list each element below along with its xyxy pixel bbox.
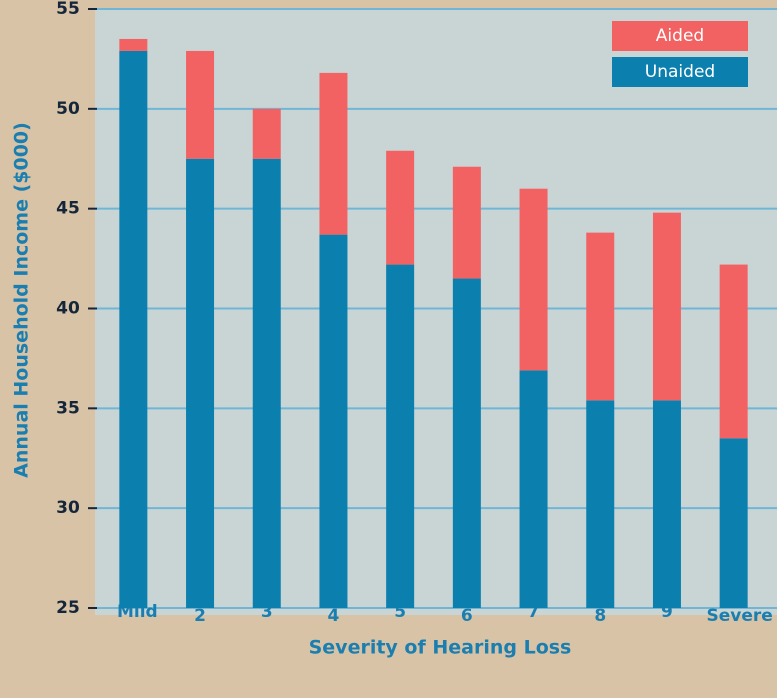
x-tick-label: 7 xyxy=(528,602,540,622)
bar-segment xyxy=(519,370,548,608)
legend-label: Aided xyxy=(656,26,704,46)
bar-segment xyxy=(386,264,415,608)
x-tick-label: 6 xyxy=(461,606,473,626)
y-tick-label: 30 xyxy=(56,498,80,518)
y-tick-label: 45 xyxy=(56,199,80,219)
bar-segment xyxy=(719,264,748,439)
bar-segment xyxy=(319,234,348,608)
bar-segment xyxy=(252,108,281,159)
bar-segment xyxy=(386,150,415,265)
y-axis-label: Annual Household Income ($000) xyxy=(11,122,33,478)
bar-segment xyxy=(652,212,681,401)
bar-segment xyxy=(319,72,348,235)
bar-segment xyxy=(519,188,548,371)
x-tick-label: 8 xyxy=(594,606,606,626)
legend-swatch xyxy=(612,21,748,51)
legend-swatch xyxy=(612,57,748,87)
bar-segment xyxy=(719,438,748,608)
x-tick-label: 3 xyxy=(261,602,273,622)
y-tick-label: 35 xyxy=(56,398,80,418)
x-tick-label: Severe xyxy=(706,606,772,626)
y-tick-label: 25 xyxy=(56,598,80,618)
bar-segment xyxy=(119,50,148,609)
y-tick-label: 55 xyxy=(56,0,80,19)
bar-segment xyxy=(452,166,481,279)
x-tick-label: 4 xyxy=(328,606,340,626)
bar-segment xyxy=(452,278,481,608)
x-tick-label: 5 xyxy=(394,602,406,622)
x-axis-label: Severity of Hearing Loss xyxy=(309,637,572,659)
bar-segment xyxy=(186,50,215,159)
bar-segment xyxy=(586,400,615,608)
bar-segment xyxy=(119,38,148,51)
bar-segment xyxy=(252,158,281,608)
y-tick-label: 40 xyxy=(56,299,80,319)
bar-segment xyxy=(186,158,215,608)
x-tick-label: 2 xyxy=(194,606,206,626)
legend-label: Unaided xyxy=(645,62,715,82)
bar-segment xyxy=(652,400,681,608)
x-tick-label: 9 xyxy=(661,602,673,622)
bar-segment xyxy=(586,232,615,401)
y-tick-label: 50 xyxy=(56,99,80,119)
